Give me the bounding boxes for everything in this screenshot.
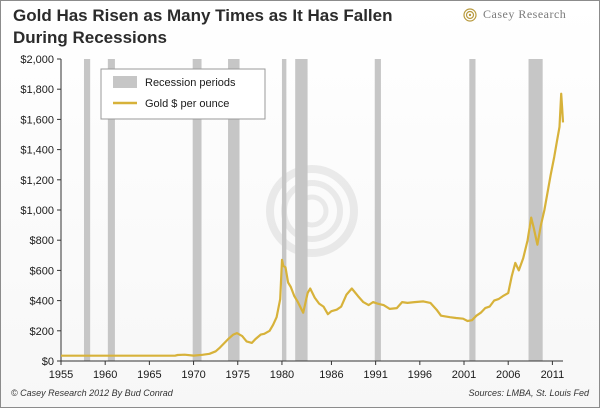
x-tick-label: 1980 [270, 369, 294, 381]
chart-title-line-2: During Recessions [13, 28, 167, 47]
x-tick-label: 1986 [319, 369, 343, 381]
recession-bar [83, 59, 91, 361]
y-tick-label: $0 [42, 356, 54, 368]
recession-bar [228, 59, 240, 361]
recession-bar [469, 59, 476, 361]
x-tick-label: 1996 [408, 369, 432, 381]
recession-bar [281, 59, 287, 361]
chart-title-line-1: Gold Has Risen as Many Times as It Has F… [13, 6, 393, 25]
y-tick-label: $1,200 [20, 175, 54, 187]
legend: Recession periods Gold $ per ounce [100, 68, 266, 120]
copyright-note: © Casey Research 2012 By Bud Conrad [11, 388, 173, 398]
sources-note: Sources: LMBA, St. Louis Fed [468, 388, 589, 398]
recession-bar [528, 59, 543, 361]
brand-logo: Casey Research [463, 7, 566, 22]
x-tick-label: 1960 [93, 369, 117, 381]
y-tick-label: $1,000 [20, 205, 54, 217]
x-tick-label: 2006 [496, 369, 520, 381]
y-tick-label: $2,000 [20, 54, 54, 66]
chart-title: Gold Has Risen as Many Times as It Has F… [13, 5, 433, 49]
y-tick-label: $200 [30, 326, 54, 338]
y-tick-label: $1,800 [20, 84, 54, 96]
watermark-logo [266, 165, 358, 257]
recession-bar [374, 59, 381, 361]
x-tick-label: 1965 [137, 369, 161, 381]
x-tick-label: 2011 [541, 369, 565, 381]
legend-recession-label: Recession periods [145, 77, 236, 89]
x-tick-label: 1991 [363, 369, 387, 381]
y-tick-label: $600 [30, 265, 54, 277]
x-tick-label: 1975 [226, 369, 250, 381]
legend-gold-label: Gold $ per ounce [145, 98, 229, 110]
y-tick-label: $800 [30, 235, 54, 247]
x-tick-label: 1955 [49, 369, 73, 381]
brand-name: Casey Research [483, 7, 567, 21]
legend-recession-swatch [113, 76, 137, 88]
gold-price-line [61, 92, 565, 357]
brand-mark-icon [463, 7, 477, 22]
y-tick-label: $1,400 [20, 145, 54, 157]
y-tick-label: $1,600 [20, 114, 54, 126]
recession-bar [192, 59, 202, 361]
x-tick-label: 2001 [452, 369, 476, 381]
recession-bar [295, 59, 308, 361]
x-tick-label: 1970 [181, 369, 205, 381]
recession-bar [107, 59, 115, 361]
y-tick-label: $400 [30, 296, 54, 308]
